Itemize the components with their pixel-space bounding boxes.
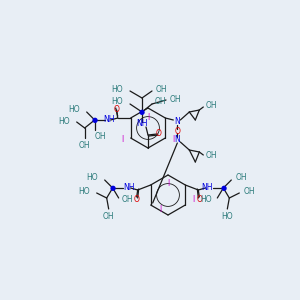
Text: O: O [156, 130, 162, 139]
Text: ●: ● [110, 185, 116, 191]
Text: NH: NH [202, 184, 213, 193]
Text: NH: NH [123, 184, 134, 193]
Text: N: N [174, 118, 180, 127]
Text: OH: OH [243, 188, 255, 196]
Text: HO: HO [221, 212, 233, 221]
Text: HO: HO [111, 85, 123, 94]
Text: HO: HO [68, 106, 80, 115]
Text: I: I [122, 134, 124, 143]
Text: HO: HO [58, 116, 70, 125]
Text: I: I [172, 134, 174, 143]
Text: O: O [134, 194, 140, 203]
Text: ●: ● [139, 109, 145, 115]
Text: HO: HO [201, 196, 212, 205]
Text: ●: ● [220, 185, 226, 191]
Text: HO: HO [111, 98, 123, 106]
Text: OH: OH [156, 85, 168, 94]
Text: ●: ● [92, 117, 98, 123]
Text: I: I [167, 179, 169, 188]
Text: OH: OH [122, 196, 133, 205]
Text: OH: OH [205, 152, 217, 160]
Text: HO: HO [78, 188, 90, 196]
Text: I: I [192, 196, 194, 205]
Text: O: O [174, 127, 180, 136]
Text: OH: OH [95, 132, 106, 141]
Text: OH: OH [155, 98, 166, 106]
Text: OH: OH [103, 212, 115, 221]
Text: OH: OH [205, 101, 217, 110]
Text: NH: NH [103, 116, 114, 124]
Text: I: I [147, 112, 149, 122]
Text: O: O [114, 104, 120, 113]
Text: OH: OH [235, 173, 247, 182]
Text: O: O [196, 194, 202, 203]
Text: HO: HO [86, 173, 98, 182]
Text: N: N [174, 136, 180, 145]
Text: OH: OH [79, 141, 91, 150]
Text: I: I [159, 206, 161, 214]
Text: NH: NH [136, 119, 148, 128]
Text: OH: OH [170, 95, 182, 104]
